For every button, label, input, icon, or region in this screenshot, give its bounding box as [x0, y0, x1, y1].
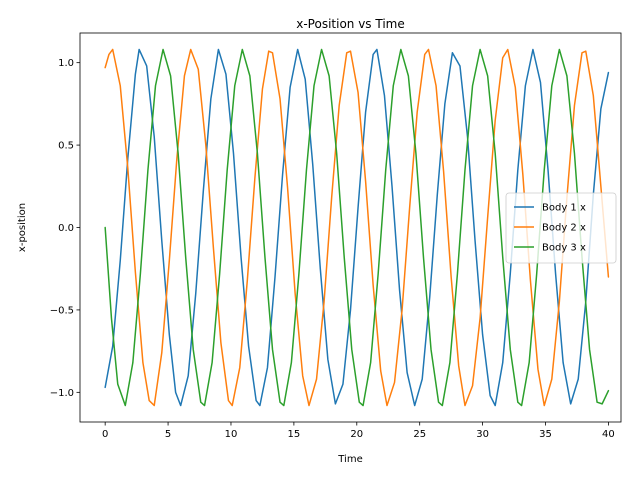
x-tick-label: 30	[476, 429, 489, 440]
x-tick-label: 10	[225, 429, 238, 440]
legend-label: Body 2 x	[542, 223, 586, 234]
y-tick-label: 0.0	[58, 223, 74, 234]
series-line-body-2	[104, 48, 610, 407]
y-tick-label: 1.0	[58, 58, 74, 69]
x-tick-label: 15	[288, 429, 301, 440]
x-axis-label: Time	[337, 454, 362, 465]
legend-box	[505, 192, 617, 264]
x-tick-label: 20	[350, 429, 363, 440]
y-axis: −1.0 −0.5 0.0 0.5 1.0	[50, 58, 80, 399]
x-tick-label: 0	[102, 429, 108, 440]
x-tick-label: 25	[413, 429, 426, 440]
y-axis-label: x-position	[17, 203, 28, 252]
x-axis: 0 5 10 15 20 25 30 35 40	[102, 422, 615, 440]
legend: Body 1 x Body 2 x Body 3 x	[505, 192, 617, 264]
y-tick-label: 0.5	[58, 141, 74, 152]
chart-title: x-Position vs Time	[296, 17, 405, 31]
legend-label: Body 1 x	[542, 203, 586, 214]
legend-label: Body 3 x	[542, 243, 586, 254]
y-tick-label: −1.0	[50, 388, 74, 399]
series-line-body-1	[104, 48, 610, 407]
series-line-body-3	[104, 48, 610, 407]
x-tick-label: 40	[602, 429, 615, 440]
series-layer	[104, 48, 610, 407]
y-tick-label: −0.5	[50, 305, 74, 316]
x-tick-label: 35	[539, 429, 552, 440]
x-tick-label: 5	[165, 429, 171, 440]
